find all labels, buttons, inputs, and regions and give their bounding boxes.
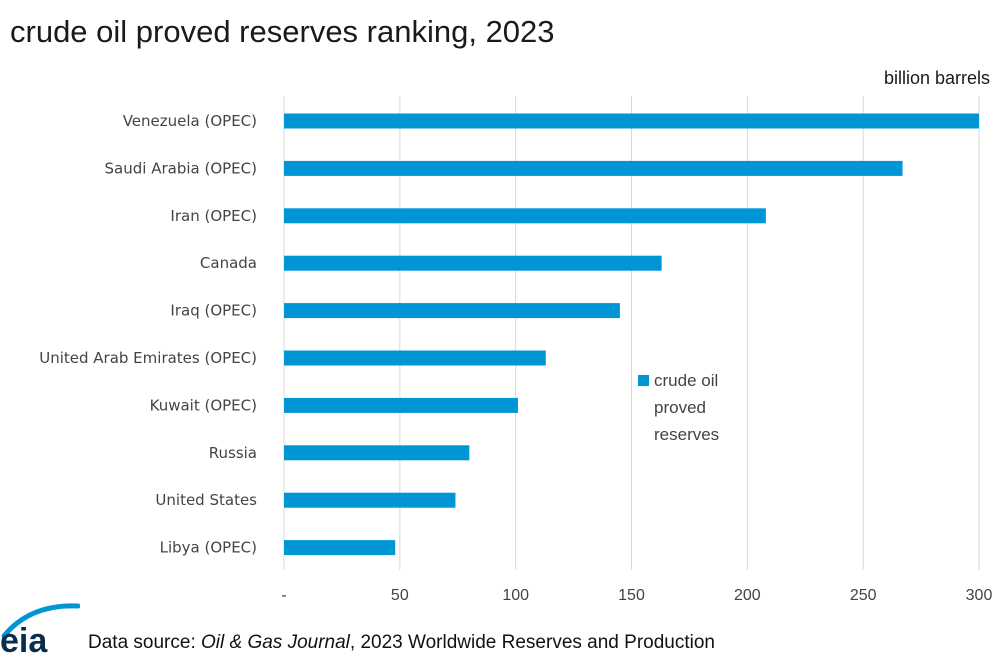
legend-line-2: proved — [654, 398, 706, 417]
x-tick-label: 50 — [391, 587, 409, 604]
category-label: Saudi Arabia (OPEC) — [105, 159, 257, 177]
category-labels: Venezuela (OPEC) Saudi Arabia (OPEC) Iran … — [39, 112, 257, 557]
logo-text: eia — [0, 622, 48, 656]
legend: crude oil proved reserves — [638, 371, 719, 444]
source-journal: Oil & Gas Journal — [201, 632, 350, 653]
category-label: Iran (OPEC) — [170, 207, 257, 225]
category-label: Russia — [209, 444, 257, 462]
x-tick-label: 150 — [618, 587, 645, 604]
legend-swatch — [638, 375, 649, 386]
bar — [284, 113, 979, 129]
unit-label: billion barrels — [884, 68, 990, 88]
legend-line-1: crude oil — [654, 371, 718, 390]
bar — [284, 350, 546, 366]
data-source-note: Data source: Oil & Gas Journal, 2023 Wor… — [88, 632, 715, 654]
legend-line-3: reserves — [654, 425, 719, 444]
category-label: United Arab Emirates (OPEC) — [39, 349, 257, 367]
category-label: Venezuela (OPEC) — [123, 112, 257, 130]
x-tick-label: 100 — [502, 587, 529, 604]
bar — [284, 255, 662, 271]
source-suffix: , 2023 Worldwide Reserves and Production — [349, 632, 715, 653]
bar — [284, 492, 456, 508]
footer: eia Data source: Oil & Gas Journal, 2023… — [0, 600, 1005, 660]
x-tick-label: 250 — [850, 587, 877, 604]
x-tick-label: - — [281, 587, 286, 604]
category-label: Iraq (OPEC) — [170, 302, 257, 320]
bar — [284, 208, 766, 224]
bar — [284, 397, 518, 413]
category-label: Libya (OPEC) — [160, 539, 257, 557]
bar — [284, 540, 396, 556]
eia-logo-icon: eia — [0, 603, 80, 656]
chart-title: crude oil proved reserves ranking, 2023 — [10, 14, 555, 49]
x-axis-ticks: - 50 100 150 200 250 300 — [281, 587, 992, 604]
category-label: Canada — [200, 254, 257, 272]
bar — [284, 303, 620, 319]
bar — [284, 160, 903, 176]
source-prefix: Data source: — [88, 632, 201, 653]
category-label: United States — [155, 491, 257, 509]
bar — [284, 445, 470, 461]
x-tick-label: 200 — [734, 587, 761, 604]
bars — [284, 113, 979, 556]
logo-arc — [1, 603, 80, 639]
category-label: Kuwait (OPEC) — [150, 396, 257, 414]
x-tick-label: 300 — [966, 587, 993, 604]
